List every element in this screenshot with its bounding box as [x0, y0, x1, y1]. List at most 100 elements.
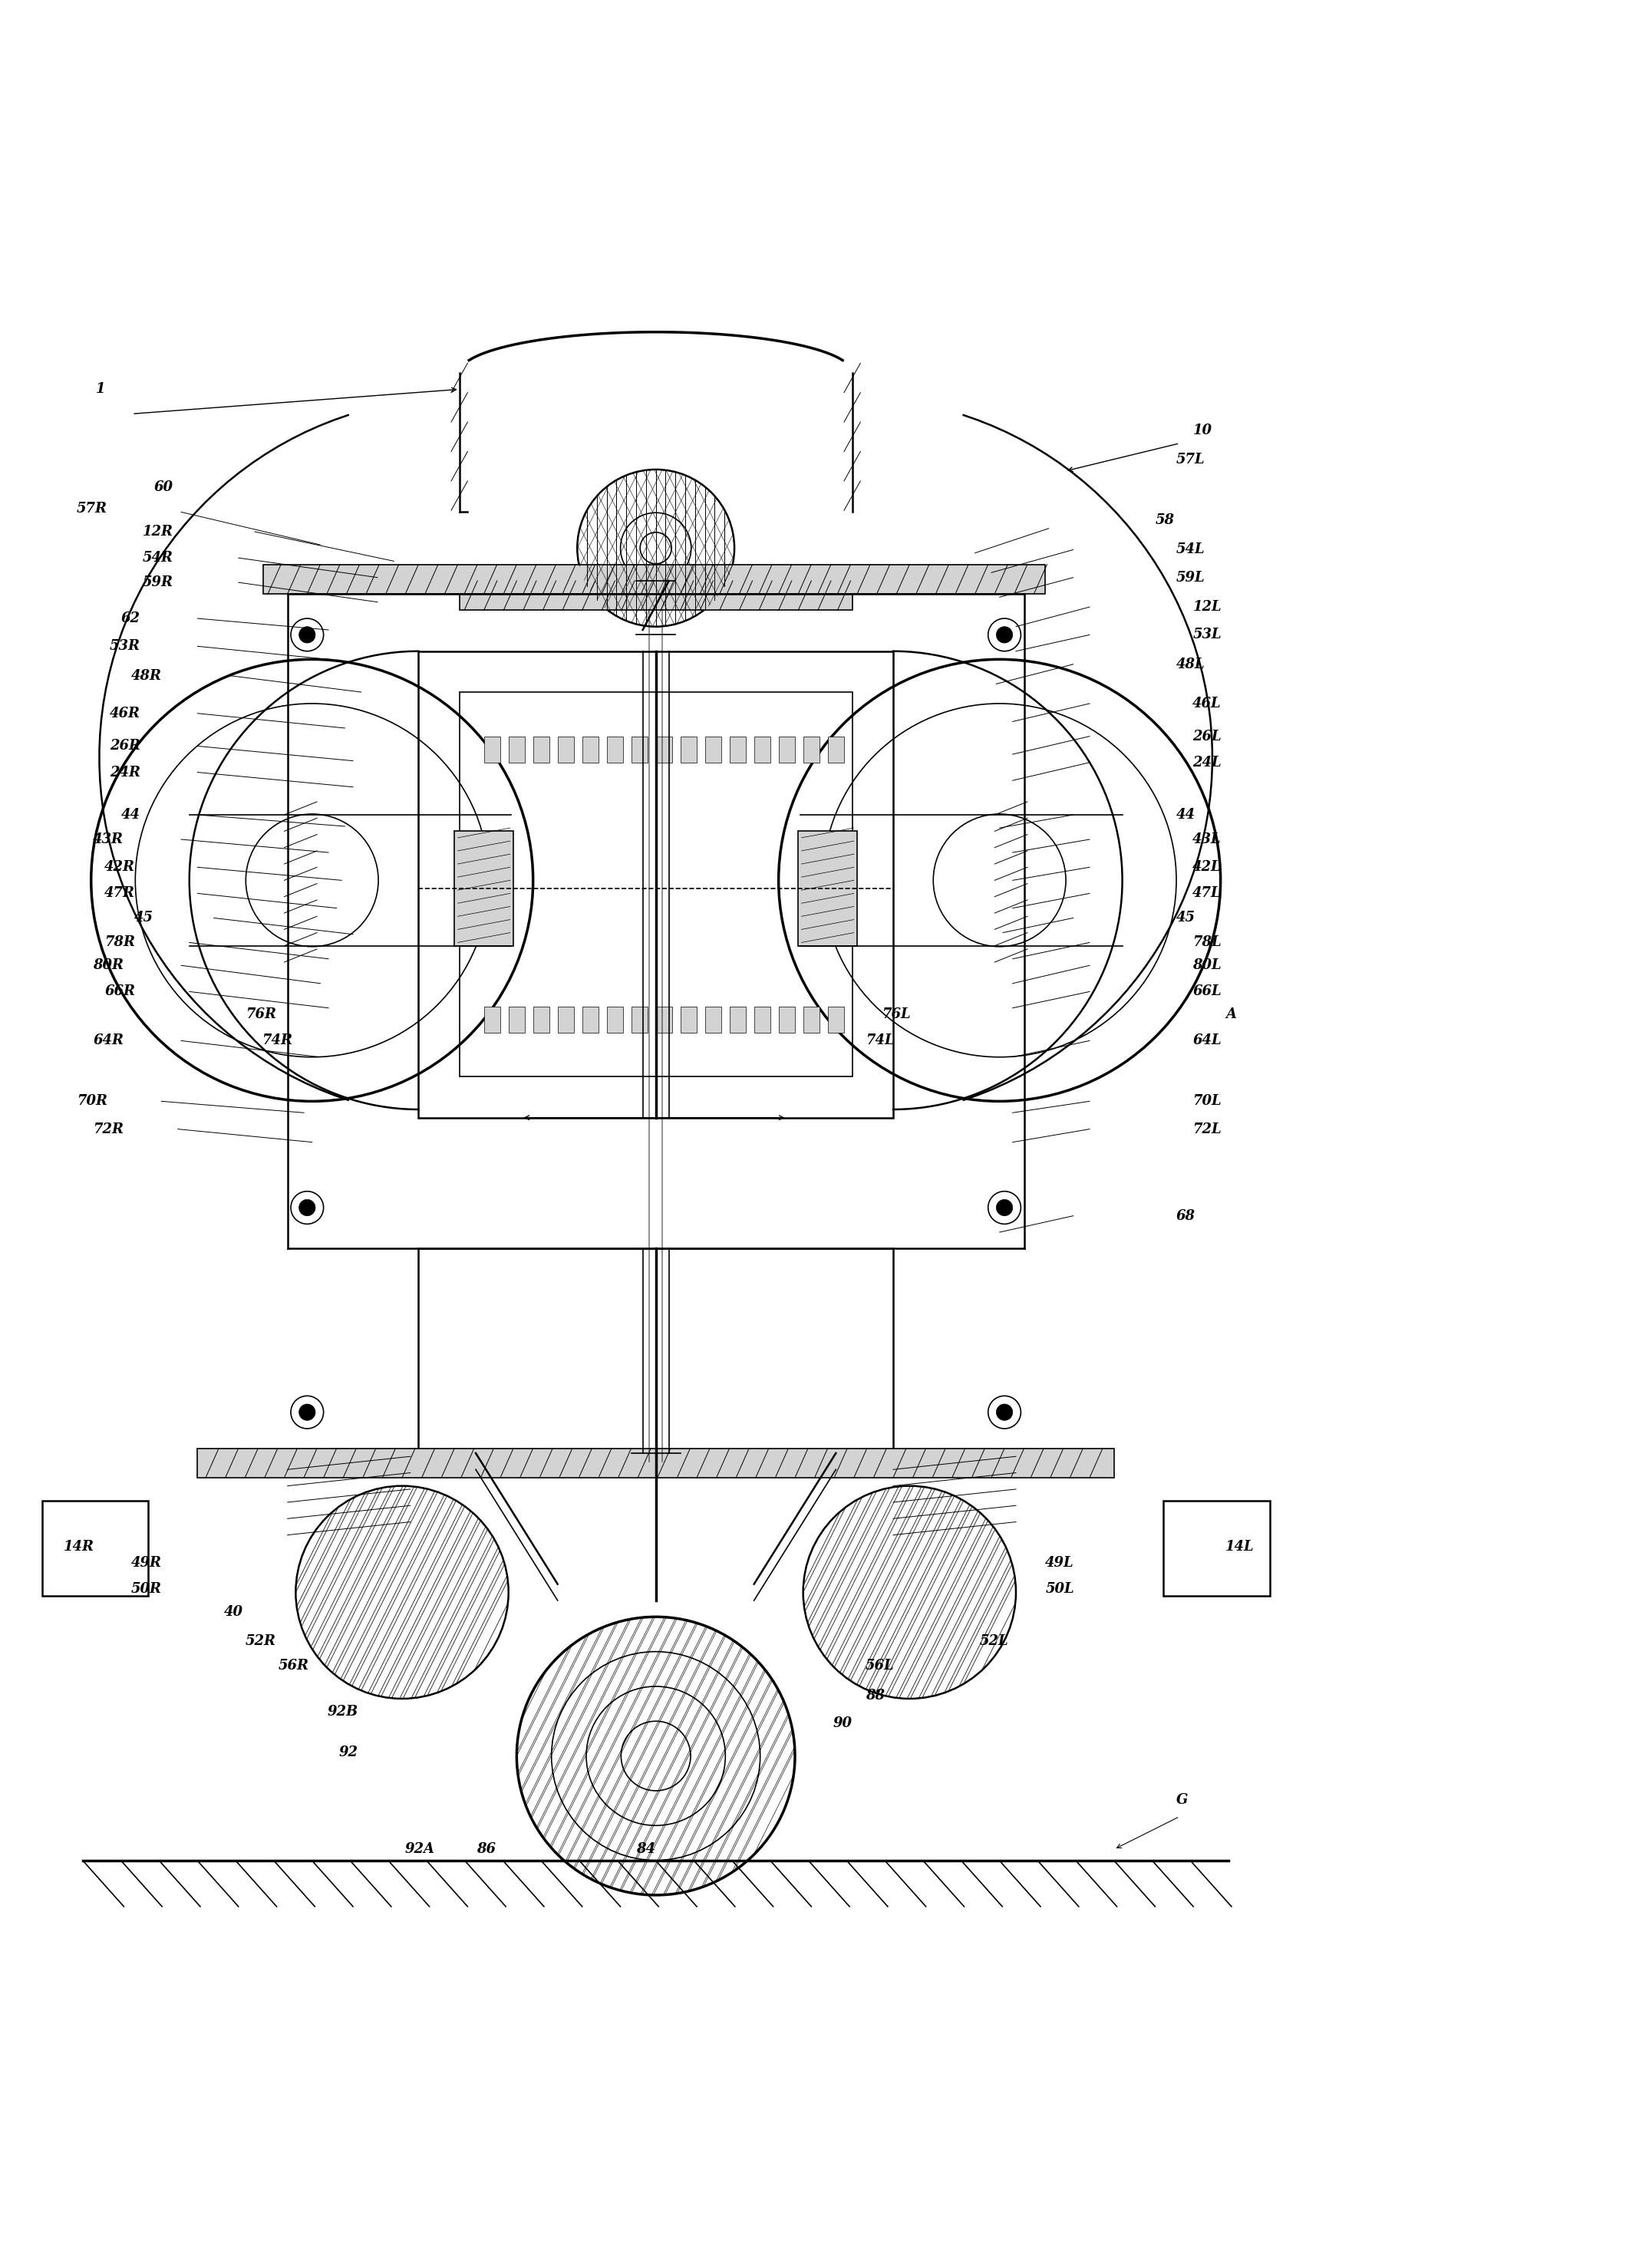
Text: 14R: 14R — [64, 1540, 93, 1554]
Text: 42R: 42R — [105, 860, 136, 873]
Bar — [798, 830, 857, 946]
Bar — [828, 1007, 844, 1032]
Circle shape — [997, 1200, 1013, 1216]
Text: 47L: 47L — [1193, 887, 1221, 900]
Text: 66L: 66L — [1193, 984, 1221, 998]
Bar — [508, 737, 524, 762]
Text: 74L: 74L — [865, 1034, 895, 1048]
Bar — [197, 1449, 1115, 1479]
Bar — [43, 1501, 149, 1597]
Circle shape — [290, 1191, 323, 1225]
Bar — [779, 737, 795, 762]
Text: 92: 92 — [339, 1746, 357, 1760]
Bar — [803, 1007, 820, 1032]
Bar — [418, 651, 893, 1118]
Bar — [705, 1007, 721, 1032]
Bar — [557, 737, 574, 762]
Bar — [828, 737, 844, 762]
Text: 80L: 80L — [1193, 959, 1221, 973]
Bar — [656, 737, 672, 762]
Bar — [484, 1007, 500, 1032]
Bar — [779, 1007, 795, 1032]
Bar — [803, 737, 820, 762]
Bar — [582, 1007, 598, 1032]
Circle shape — [988, 1191, 1021, 1225]
Text: 44: 44 — [1177, 807, 1195, 821]
Text: 50L: 50L — [1046, 1583, 1074, 1597]
Text: 92A: 92A — [405, 1842, 434, 1855]
Text: 49L: 49L — [1046, 1556, 1074, 1569]
Text: 62: 62 — [121, 612, 141, 626]
Bar — [533, 1007, 549, 1032]
Text: 57R: 57R — [77, 501, 108, 515]
Text: 26L: 26L — [1193, 730, 1221, 744]
Text: 57L: 57L — [1177, 454, 1205, 467]
Bar — [729, 1007, 746, 1032]
Text: 44: 44 — [121, 807, 141, 821]
Circle shape — [997, 1404, 1013, 1420]
Text: 46R: 46R — [110, 705, 141, 721]
Text: 53L: 53L — [1193, 628, 1221, 642]
Text: 59L: 59L — [1177, 572, 1205, 585]
Circle shape — [988, 1395, 1021, 1429]
Circle shape — [298, 1200, 315, 1216]
Circle shape — [246, 814, 379, 946]
Bar — [656, 1007, 672, 1032]
Text: 47R: 47R — [105, 887, 136, 900]
Bar — [262, 565, 1046, 594]
Bar — [533, 737, 549, 762]
Text: 64L: 64L — [1193, 1034, 1221, 1048]
Text: 80R: 80R — [93, 959, 125, 973]
Bar — [1164, 1501, 1270, 1597]
Text: 60: 60 — [154, 481, 174, 494]
Text: 72R: 72R — [93, 1123, 125, 1136]
Bar — [680, 737, 697, 762]
Text: 56L: 56L — [865, 1658, 895, 1674]
Bar — [582, 737, 598, 762]
Text: 24L: 24L — [1193, 755, 1221, 769]
Bar — [508, 1007, 524, 1032]
Text: 52L: 52L — [980, 1635, 1008, 1649]
Bar — [418, 1250, 893, 1454]
Bar — [557, 1007, 574, 1032]
Bar — [754, 737, 770, 762]
Text: 43R: 43R — [93, 832, 125, 846]
Text: 53R: 53R — [110, 640, 141, 653]
Text: 70R: 70R — [77, 1095, 108, 1109]
Circle shape — [290, 619, 323, 651]
Text: 14L: 14L — [1226, 1540, 1254, 1554]
Text: 54L: 54L — [1177, 542, 1205, 556]
Text: 58: 58 — [1155, 513, 1174, 526]
Text: 42L: 42L — [1193, 860, 1221, 873]
Text: 76R: 76R — [246, 1007, 275, 1021]
Text: 48R: 48R — [131, 669, 162, 683]
Text: 45: 45 — [134, 912, 154, 925]
Circle shape — [298, 626, 315, 644]
Text: 90: 90 — [833, 1717, 852, 1730]
Text: 64R: 64R — [93, 1034, 125, 1048]
Bar — [754, 1007, 770, 1032]
Text: 84: 84 — [636, 1842, 656, 1855]
Bar — [284, 807, 316, 971]
Circle shape — [290, 1395, 323, 1429]
Text: 78L: 78L — [1193, 937, 1221, 950]
Text: 92B: 92B — [328, 1706, 357, 1719]
Circle shape — [298, 1404, 315, 1420]
Bar — [459, 692, 852, 1077]
Circle shape — [997, 626, 1013, 644]
Text: 49R: 49R — [131, 1556, 162, 1569]
Text: 66R: 66R — [105, 984, 136, 998]
Text: 74R: 74R — [262, 1034, 292, 1048]
Text: 40: 40 — [225, 1606, 243, 1619]
Text: 46L: 46L — [1193, 696, 1221, 710]
Bar — [705, 737, 721, 762]
Circle shape — [988, 619, 1021, 651]
Circle shape — [933, 814, 1065, 946]
Text: 48L: 48L — [1177, 658, 1205, 671]
Bar — [729, 737, 746, 762]
Text: 12R: 12R — [143, 524, 174, 538]
Text: 12L: 12L — [1193, 601, 1221, 615]
Text: 52R: 52R — [246, 1635, 275, 1649]
Text: 86: 86 — [477, 1842, 495, 1855]
Text: G: G — [1177, 1794, 1188, 1808]
